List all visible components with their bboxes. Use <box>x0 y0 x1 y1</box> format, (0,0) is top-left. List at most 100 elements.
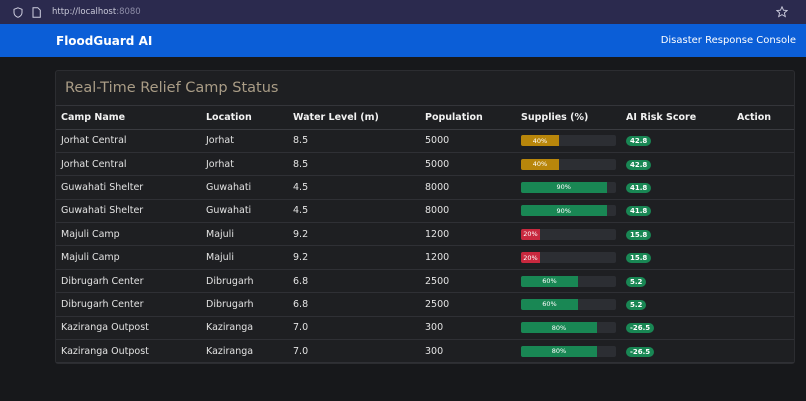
col-population: Population <box>420 106 516 130</box>
col-action: Action <box>732 106 794 130</box>
supplies-bar: 20% <box>521 252 616 264</box>
col-camp-name: Camp Name <box>56 106 201 130</box>
risk-cell: 41.8 <box>621 175 732 200</box>
supplies-bar-fill: 60% <box>521 275 578 287</box>
supplies-cell: 90% <box>516 175 621 200</box>
action-cell <box>732 129 794 153</box>
water-level-cell: 8.5 <box>288 152 420 177</box>
action-cell <box>732 316 794 341</box>
water-level-cell: 7.0 <box>288 316 420 341</box>
water-level-cell: 4.5 <box>288 199 420 224</box>
camp-table: Camp Name Location Water Level (m) Popul… <box>56 106 794 364</box>
supplies-bar-fill: 80% <box>521 345 597 357</box>
app-header: FloodGuard AI Disaster Response Console <box>0 24 806 57</box>
water-level-cell: 7.0 <box>288 339 420 364</box>
supplies-bar: 60% <box>521 275 616 287</box>
supplies-bar-fill: 40% <box>521 158 559 170</box>
table-header-row: Camp Name Location Water Level (m) Popul… <box>56 106 794 130</box>
supplies-cell: 20% <box>516 245 621 270</box>
risk-cell: 41.8 <box>621 199 732 224</box>
population-cell: 2500 <box>420 269 516 294</box>
page-icon <box>30 6 42 18</box>
risk-cell: 5.2 <box>621 292 732 317</box>
table-row: Majuli Camp Majuli 9.2 1200 20% 15.8 <box>56 245 794 270</box>
risk-cell: 42.8 <box>621 129 732 153</box>
table-row: Guwahati Shelter Guwahati 4.5 8000 90% 41.8 <box>56 175 794 200</box>
location-cell: Jorhat <box>201 129 288 153</box>
browser-toolbar: http://localhost:8080 <box>0 0 806 24</box>
supplies-bar-fill: 60% <box>521 298 578 310</box>
population-cell: 1200 <box>420 222 516 247</box>
action-cell <box>732 245 794 270</box>
supplies-bar: 90% <box>521 205 616 217</box>
risk-cell: 5.2 <box>621 269 732 294</box>
camp-name-cell: Jorhat Central <box>56 152 201 177</box>
risk-score-badge: 5.2 <box>626 299 647 310</box>
water-level-cell: 9.2 <box>288 245 420 270</box>
location-cell: Guwahati <box>201 199 288 224</box>
risk-score-badge: 42.8 <box>626 136 652 147</box>
location-cell: Majuli <box>201 245 288 270</box>
population-cell: 8000 <box>420 175 516 200</box>
location-cell: Dibrugarh <box>201 269 288 294</box>
supplies-bar: 20% <box>521 228 616 240</box>
supplies-bar: 80% <box>521 345 616 357</box>
table-row: Jorhat Central Jorhat 8.5 5000 40% 42.8 <box>56 129 794 153</box>
col-risk-score: AI Risk Score <box>621 106 732 130</box>
water-level-cell: 9.2 <box>288 222 420 247</box>
location-cell: Kaziranga <box>201 316 288 341</box>
table-row: Dibrugarh Center Dibrugarh 6.8 2500 60% 5.2 <box>56 292 794 317</box>
supplies-bar: 90% <box>521 181 616 193</box>
table-row: Kaziranga Outpost Kaziranga 7.0 300 80% -26.5 <box>56 339 794 364</box>
location-cell: Jorhat <box>201 152 288 177</box>
risk-score-badge: 41.8 <box>626 206 652 217</box>
camp-name-cell: Jorhat Central <box>56 129 201 153</box>
supplies-cell: 80% <box>516 339 621 364</box>
risk-cell: 15.8 <box>621 222 732 247</box>
supplies-bar-fill: 40% <box>521 135 559 147</box>
risk-cell: 15.8 <box>621 245 732 270</box>
supplies-cell: 80% <box>516 316 621 341</box>
risk-score-badge: -26.5 <box>626 346 655 357</box>
action-cell <box>732 152 794 177</box>
population-cell: 5000 <box>420 129 516 153</box>
population-cell: 8000 <box>420 199 516 224</box>
risk-cell: -26.5 <box>621 339 732 364</box>
camp-name-cell: Kaziranga Outpost <box>56 316 201 341</box>
risk-score-badge: 15.8 <box>626 229 652 240</box>
location-cell: Kaziranga <box>201 339 288 364</box>
water-level-cell: 8.5 <box>288 129 420 153</box>
supplies-cell: 90% <box>516 199 621 224</box>
action-cell <box>732 292 794 317</box>
camp-name-cell: Dibrugarh Center <box>56 269 201 294</box>
table-row: Kaziranga Outpost Kaziranga 7.0 300 80% -26.5 <box>56 316 794 341</box>
shield-icon[interactable] <box>12 6 24 18</box>
brand-title[interactable]: FloodGuard AI <box>56 33 153 48</box>
population-cell: 5000 <box>420 152 516 177</box>
risk-score-badge: 42.8 <box>626 159 652 170</box>
camp-name-cell: Guwahati Shelter <box>56 199 201 224</box>
table-row: Jorhat Central Jorhat 8.5 5000 40% 42.8 <box>56 152 794 177</box>
camp-status-card: Real-Time Relief Camp Status Camp Name L… <box>55 70 795 364</box>
location-cell: Guwahati <box>201 175 288 200</box>
water-level-cell: 6.8 <box>288 292 420 317</box>
col-water-level: Water Level (m) <box>288 106 420 130</box>
supplies-cell: 40% <box>516 152 621 177</box>
population-cell: 300 <box>420 316 516 341</box>
location-cell: Majuli <box>201 222 288 247</box>
water-level-cell: 4.5 <box>288 175 420 200</box>
action-cell <box>732 339 794 364</box>
population-cell: 2500 <box>420 292 516 317</box>
supplies-bar: 40% <box>521 158 616 170</box>
table-row: Guwahati Shelter Guwahati 4.5 8000 90% 41.8 <box>56 199 794 224</box>
card-title: Real-Time Relief Camp Status <box>56 71 794 106</box>
risk-score-badge: 5.2 <box>626 276 647 287</box>
risk-score-badge: 15.8 <box>626 253 652 264</box>
star-icon[interactable] <box>776 6 788 18</box>
supplies-bar-fill: 20% <box>521 228 540 240</box>
camp-name-cell: Majuli Camp <box>56 245 201 270</box>
action-cell <box>732 222 794 247</box>
camp-name-cell: Dibrugarh Center <box>56 292 201 317</box>
supplies-bar: 80% <box>521 322 616 334</box>
address-bar[interactable]: http://localhost:8080 <box>52 7 141 17</box>
